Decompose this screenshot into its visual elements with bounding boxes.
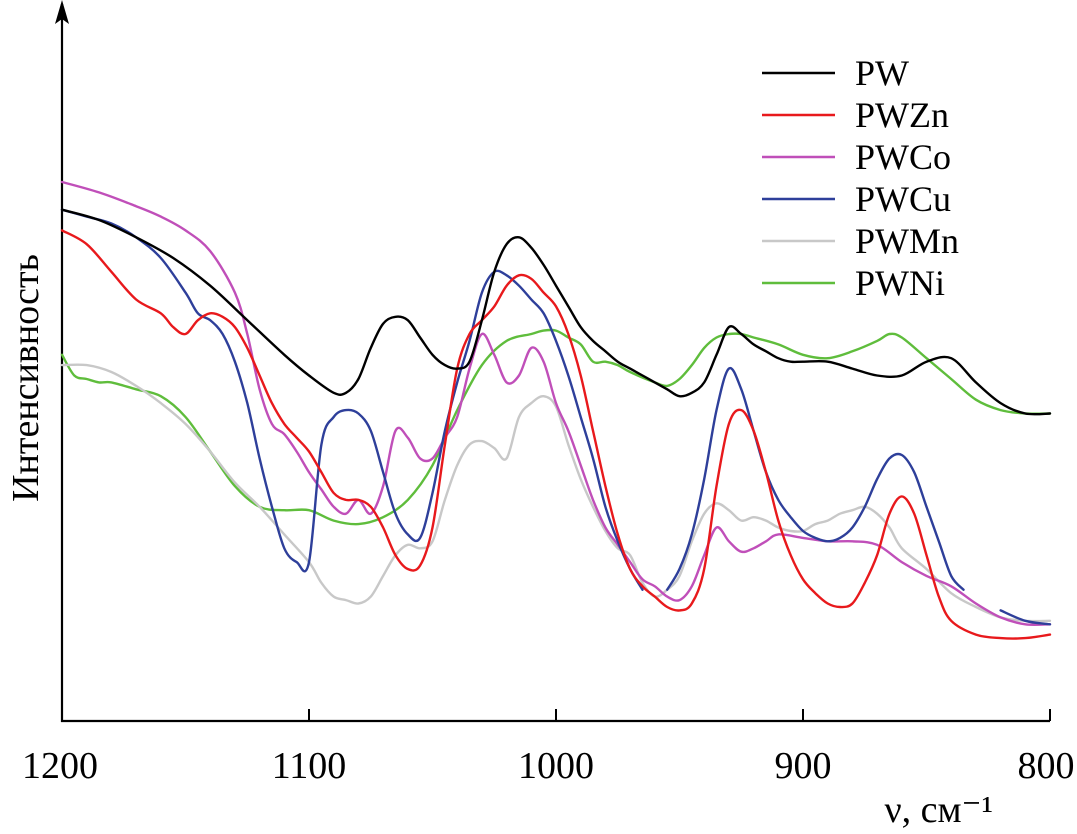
series-line-pwni	[60, 328, 1052, 526]
series-line-pw	[60, 208, 1052, 416]
series-line-pwmn	[60, 363, 1052, 623]
legend-label-pwzn: PWZn	[855, 95, 949, 135]
y-axis-title: Интенсивность	[5, 254, 47, 502]
y-axis-arrow-icon	[55, 0, 69, 24]
x-tick-label: 800	[1018, 745, 1075, 787]
legend-label-pw: PW	[855, 53, 909, 93]
x-tick-label: 1100	[272, 745, 347, 787]
legend-label-pwni: PWNi	[855, 263, 945, 303]
x-axis-title: ν, см⁻¹	[884, 789, 993, 831]
x-tick-label: 1200	[22, 745, 98, 787]
series-line-pwcu	[60, 208, 1052, 626]
series-line-pwco	[60, 180, 1052, 626]
series-lines	[60, 180, 1052, 640]
x-tick-label: 900	[775, 745, 832, 787]
legend-label-pwco: PWCo	[855, 137, 951, 177]
x-ticks: 1200 1100 1000 900 800	[22, 709, 1075, 787]
legend-label-pwmn: PWMn	[855, 221, 959, 261]
x-tick-label: 1000	[518, 745, 594, 787]
legend-label-pwcu: PWCu	[855, 179, 951, 219]
series-line-pwzn	[60, 229, 1052, 640]
